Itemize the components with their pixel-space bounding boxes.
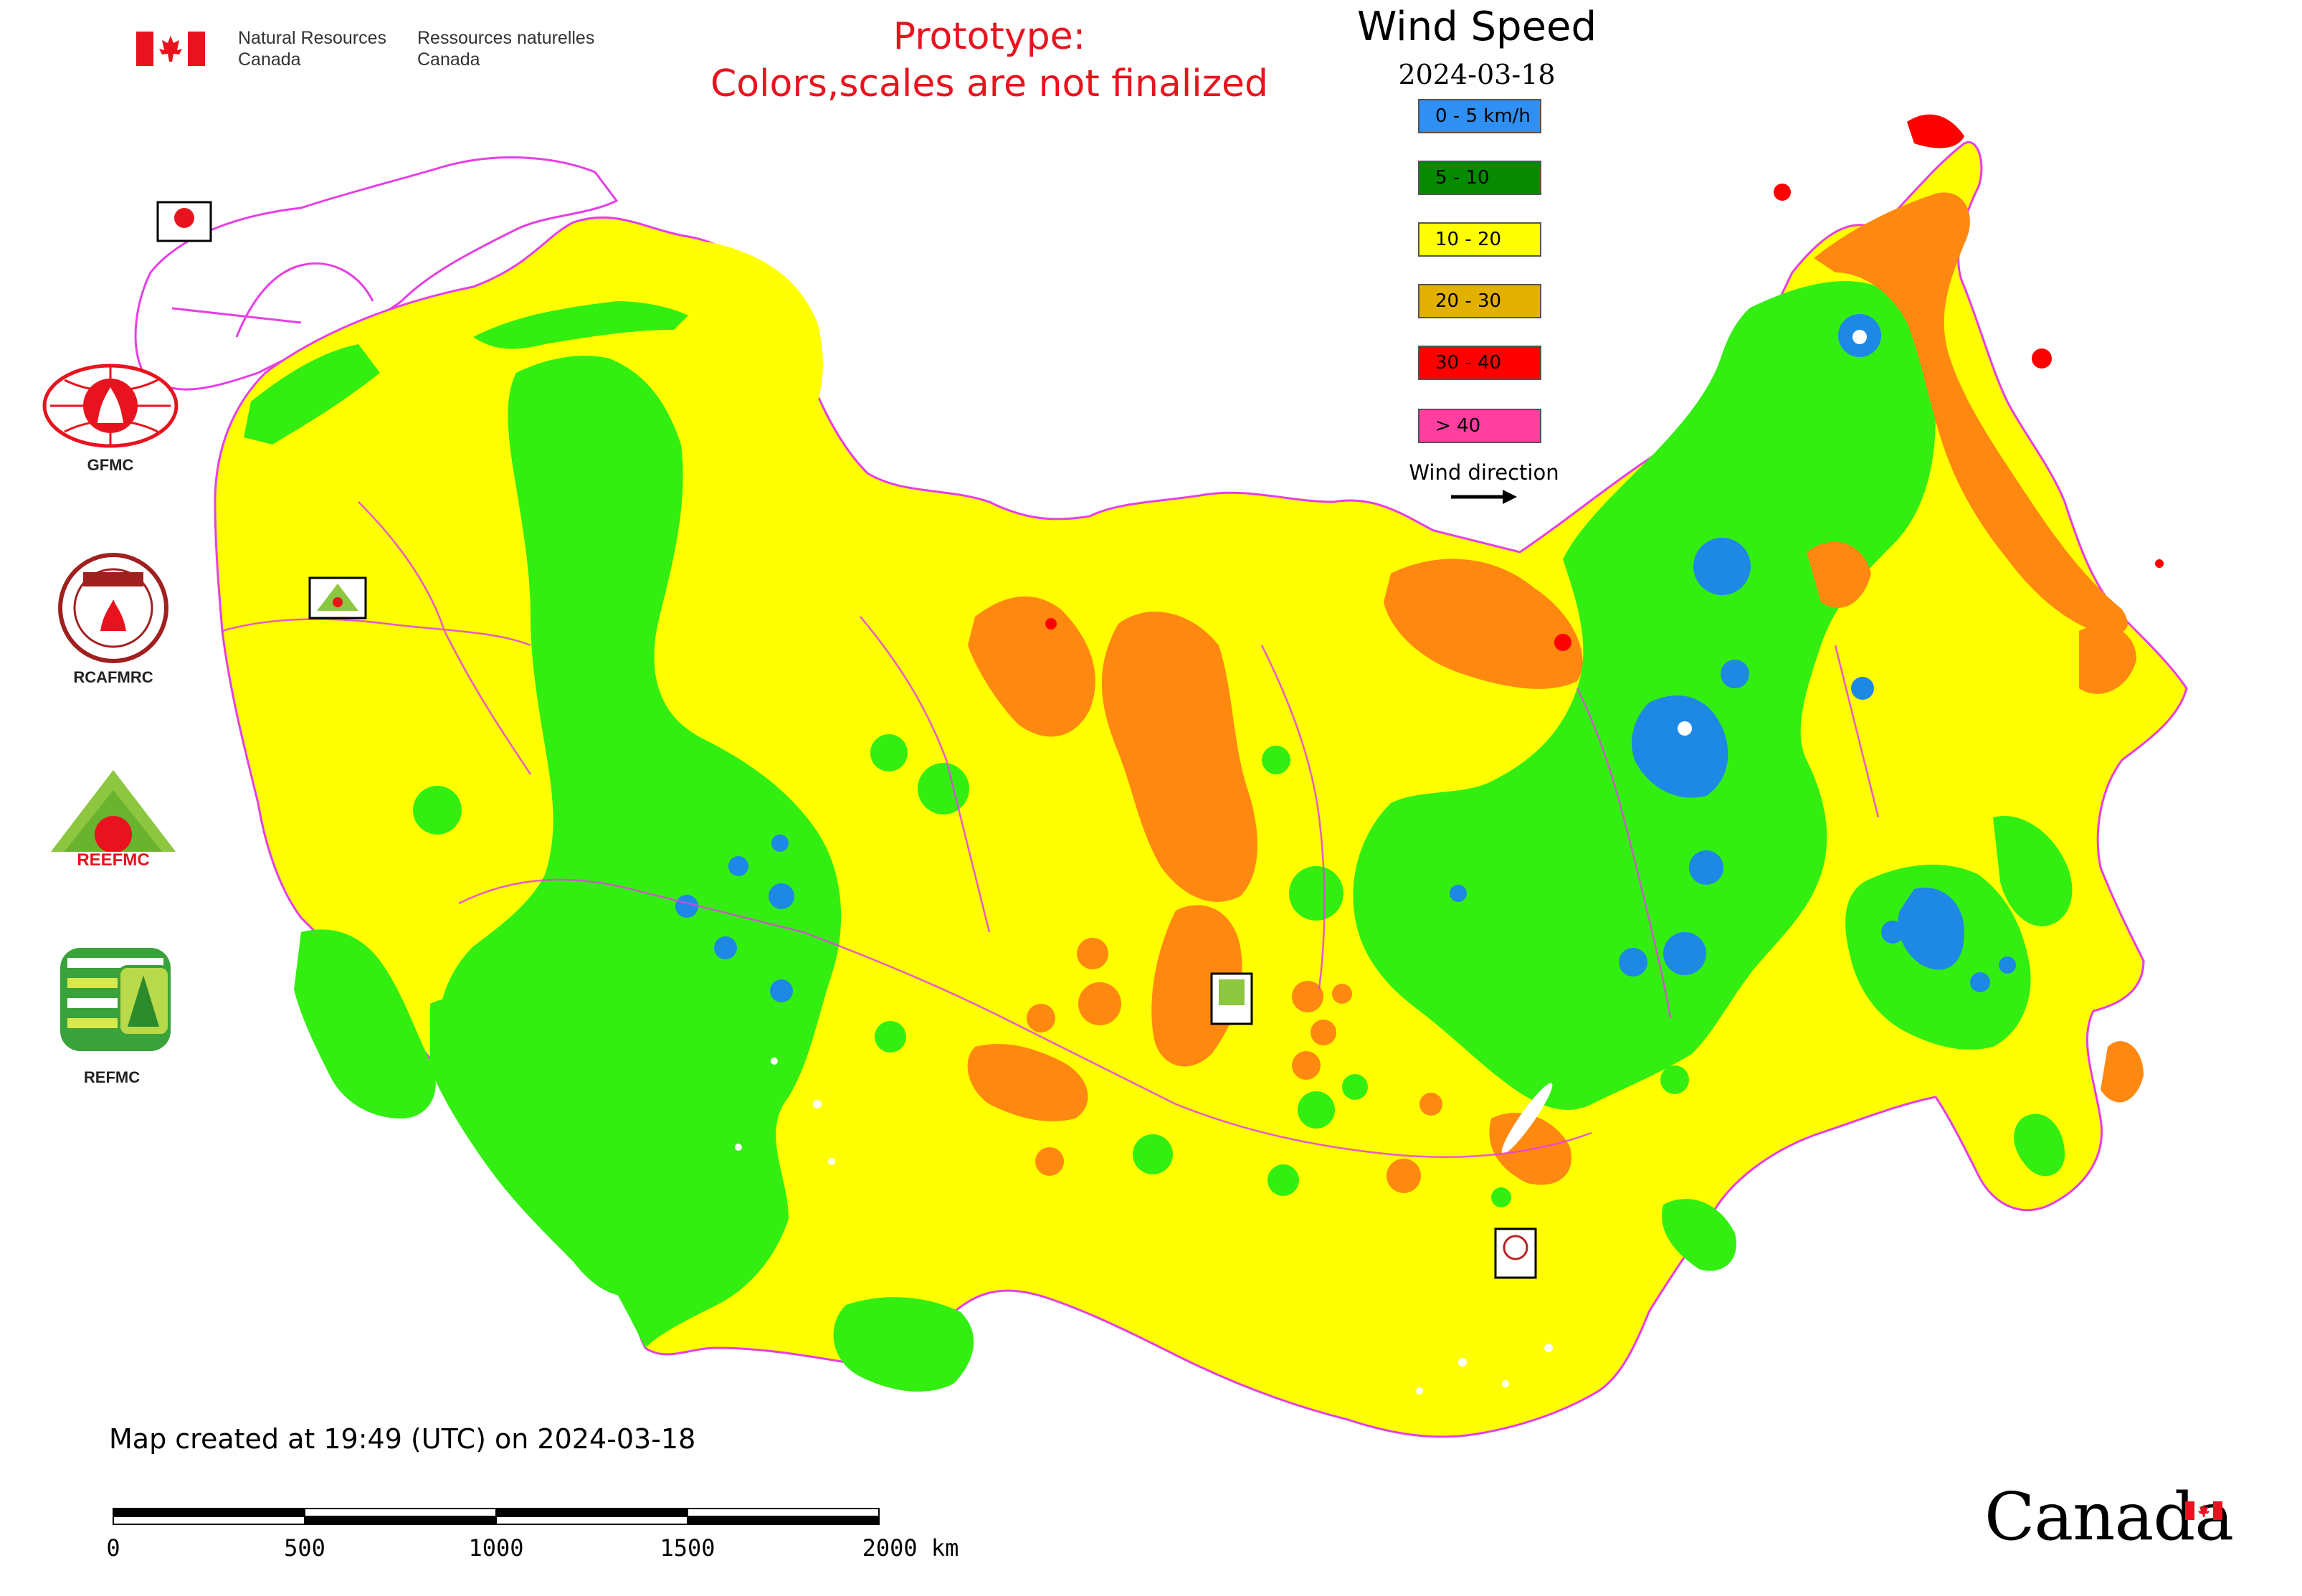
legend-item-over-40: > 40 (1418, 409, 1541, 443)
legend-label: 30 - 40 (1435, 352, 1502, 374)
scale-tick-2000: 2000 km (862, 1534, 959, 1562)
map-center-markers (156, 201, 1537, 1279)
refmc-logo-icon (60, 948, 171, 1051)
prototype-notice: Prototype: Colors,scales are not finaliz… (710, 15, 1269, 105)
legend-date: 2024-03-18 (1398, 59, 1556, 90)
legend-item-20-30: 20 - 30 (1418, 284, 1541, 318)
legend-label: 10 - 20 (1435, 229, 1502, 250)
legend-item-0-5: 0 - 5 km/h (1418, 99, 1541, 133)
wind-0-5-regions (675, 314, 2016, 1002)
refmc-label: REFMC (83, 1068, 141, 1086)
map-created-timestamp: Map created at 19:49 (UTC) on 2024-03-18 (109, 1423, 696, 1455)
region-boundaries (222, 501, 1880, 1158)
scandinavia-yellow-band (422, 241, 823, 451)
rcafmrc-logo-icon (58, 553, 168, 663)
scale-tick-1000: 1000 (468, 1534, 524, 1562)
wind-30-40-regions (1045, 114, 2164, 651)
arctic-green-band (473, 301, 688, 349)
gfmc-label: GFMC (87, 456, 134, 474)
reefmc-logo-icon (39, 770, 189, 868)
scandinavia-outline (134, 156, 619, 391)
scale-tick-1500: 1500 (660, 1534, 715, 1562)
wind-5-10-regions (294, 280, 2073, 1392)
lake-speckles (735, 330, 1867, 1395)
nrc-french-name: Ressources naturelles Canada (417, 28, 595, 70)
scale-bar (113, 1508, 880, 1525)
legend-label: 5 - 10 (1435, 167, 1490, 189)
legend-title: Wind Speed (1356, 4, 1597, 50)
canada-wordmark-flag-icon (2185, 1501, 2222, 1520)
scandinavia-green-band (244, 344, 380, 445)
legend-label: > 40 (1435, 415, 1481, 437)
wind-direction-arrow-icon (1451, 490, 1517, 504)
reefmc-label: REEFMC (77, 850, 150, 870)
canada-flag-icon (136, 32, 205, 66)
rcafmrc-label: RCAFMRC (73, 668, 153, 686)
legend-item-30-40: 30 - 40 (1418, 346, 1541, 380)
legend-label: 20 - 30 (1435, 290, 1502, 312)
scale-tick-0: 0 (106, 1534, 120, 1562)
legend-item-5-10: 5 - 10 (1418, 161, 1541, 195)
nrc-english-name: Natural Resources Canada (238, 28, 387, 70)
wind-direction-label: Wind direction (1409, 460, 1559, 485)
wind-20-30-regions (967, 192, 2144, 1193)
gfmc-logo-icon (42, 364, 179, 448)
legend-item-10-20: 10 - 20 (1418, 222, 1541, 257)
scale-tick-500: 500 (284, 1534, 325, 1562)
legend-label: 0 - 5 km/h (1435, 105, 1531, 127)
